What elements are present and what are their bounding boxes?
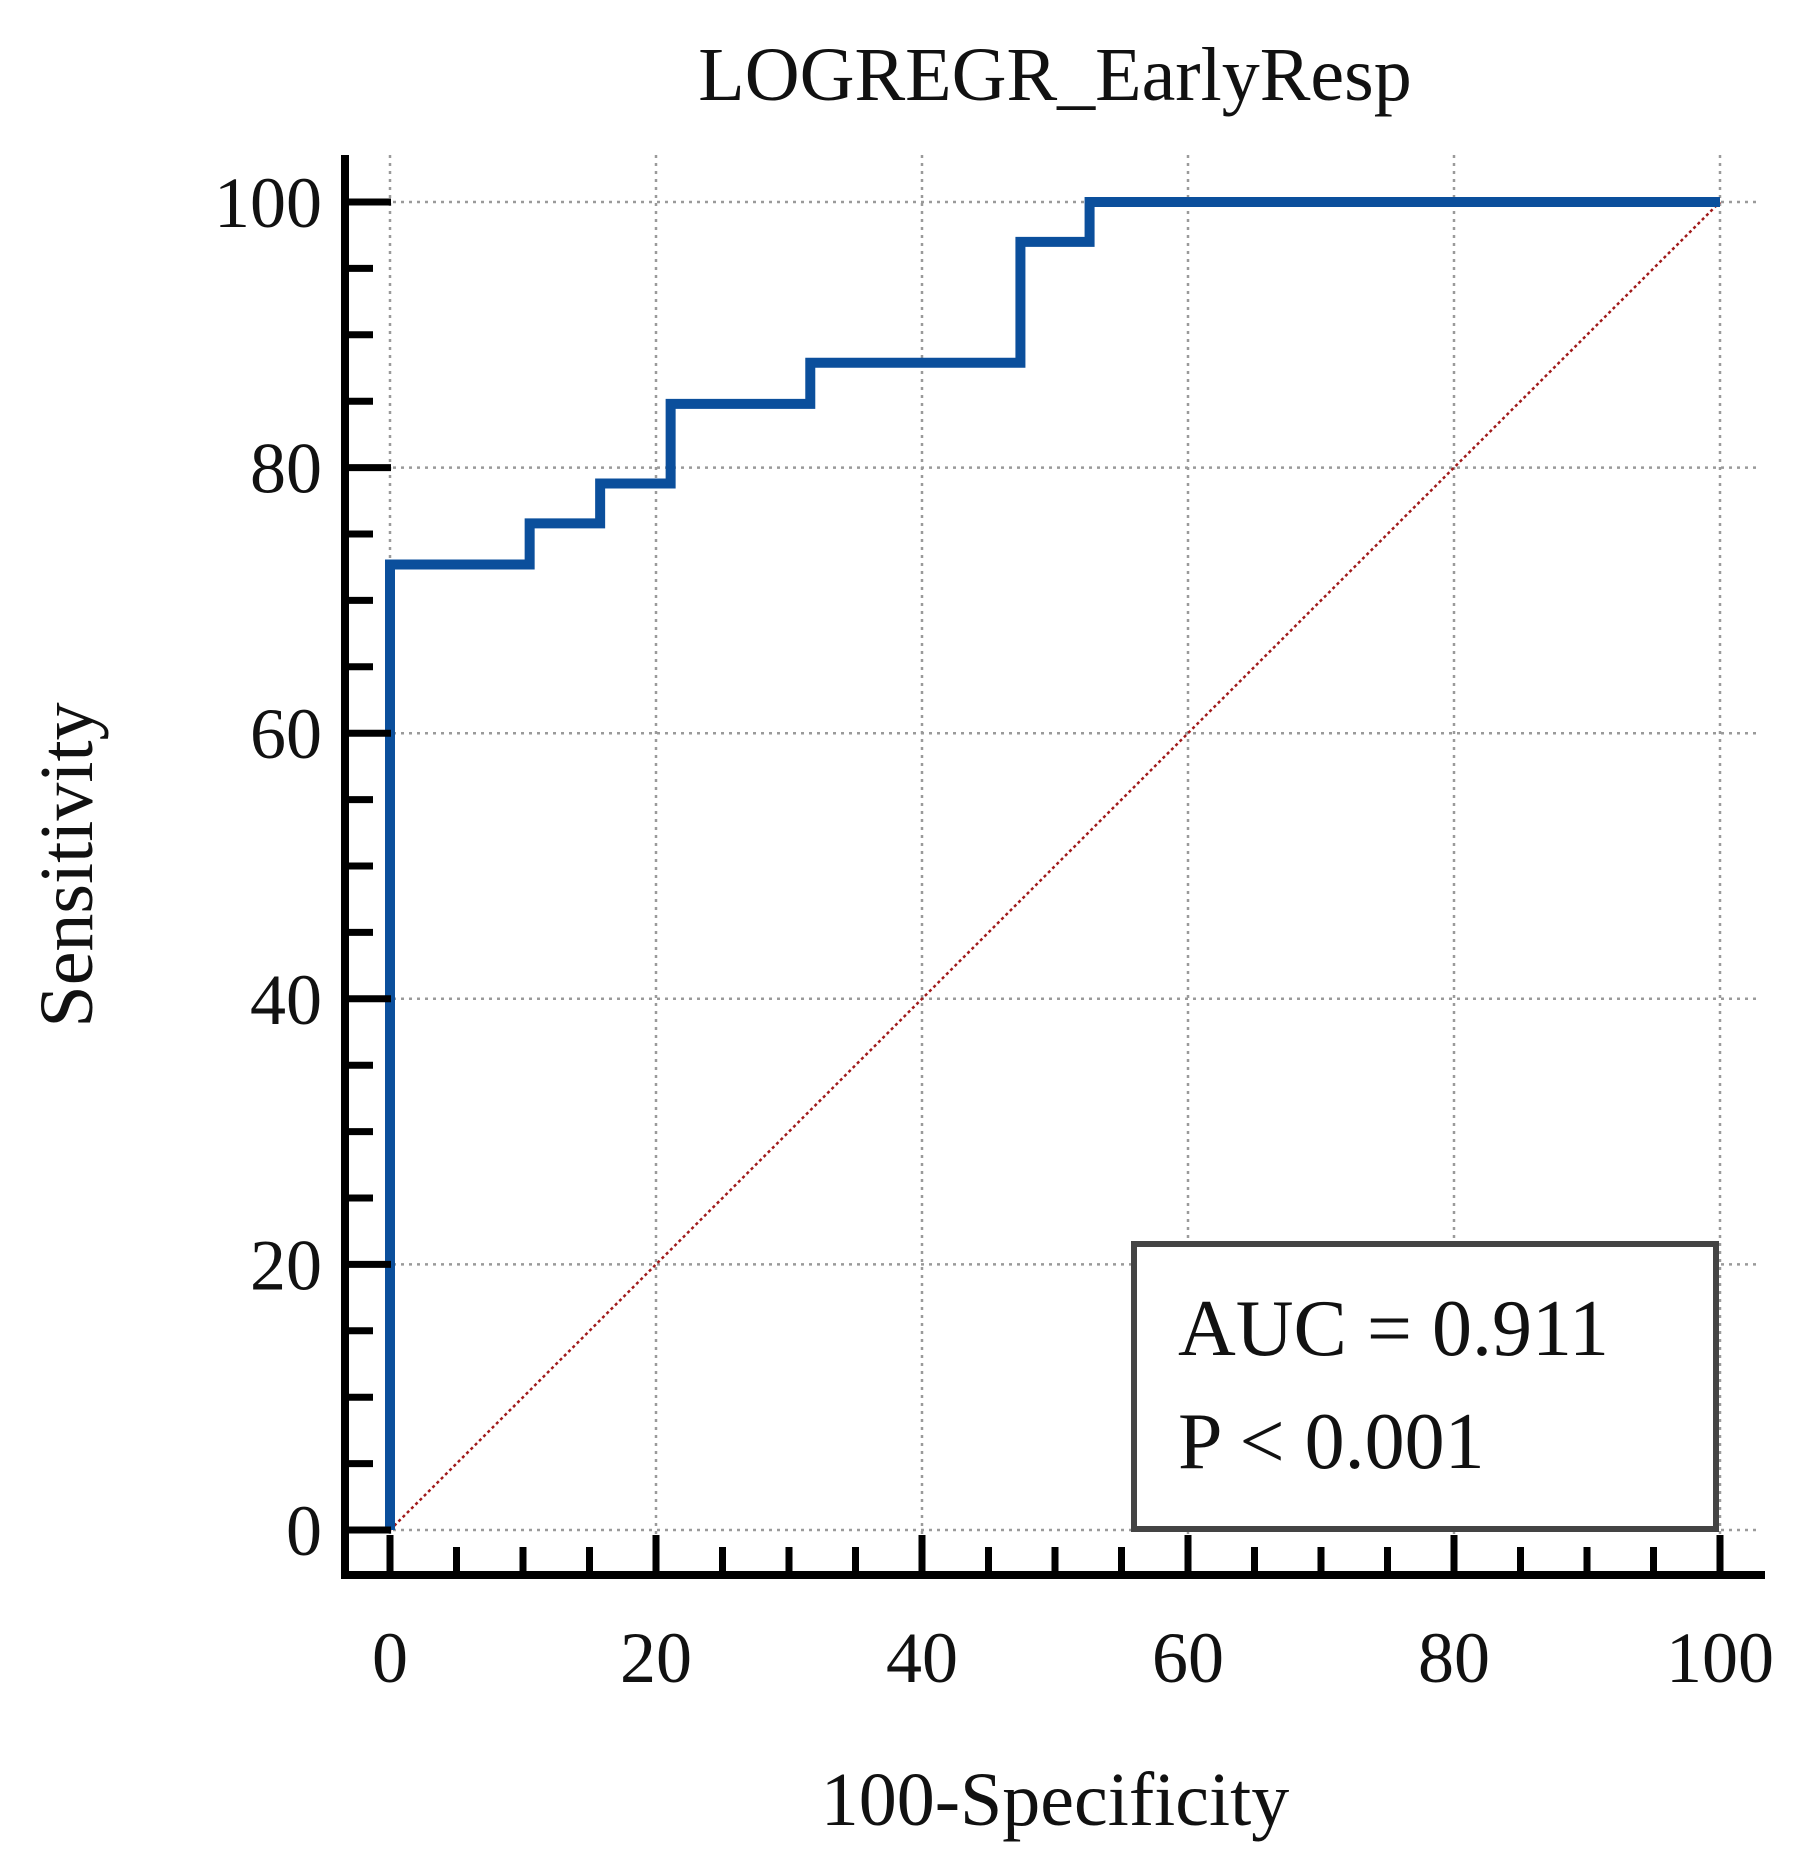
x-tick-label-100: 100 [1666, 1618, 1774, 1698]
x-tick-label-0: 0 [372, 1618, 408, 1698]
x-axis-label: 100-Specificity [821, 1758, 1290, 1842]
axes [341, 155, 1765, 1579]
roc-curve-layer [385, 197, 1720, 1530]
y-tick-labels: 0 20 40 60 80 100 [214, 163, 322, 1571]
x-tick-label-20: 20 [620, 1618, 692, 1698]
y-axis-label: Sensitivity [25, 702, 109, 1027]
x-tick-label-40: 40 [886, 1618, 958, 1698]
chart-title: LOGREGR_EarlyResp [698, 33, 1411, 117]
reference-line-layer [389, 201, 1721, 1531]
y-tick-label-80: 80 [250, 429, 322, 509]
x-tick-label-80: 80 [1418, 1618, 1490, 1698]
auc-text: AUC = 0.911 [1178, 1285, 1609, 1373]
y-tick-label-0: 0 [286, 1491, 322, 1571]
y-tick-label-60: 60 [250, 694, 322, 774]
y-tick-label-40: 40 [250, 960, 322, 1040]
roc-curve-line [385, 197, 1720, 1530]
annotation-frame [1131, 1241, 1719, 1532]
annotation-box: AUC = 0.911 P < 0.001 [1131, 1241, 1719, 1532]
y-tick-label-20: 20 [250, 1225, 322, 1305]
reference-diagonal-line [389, 201, 1721, 1531]
p-value-text: P < 0.001 [1178, 1398, 1485, 1486]
y-tick-label-100: 100 [214, 163, 322, 243]
x-tick-label-60: 60 [1152, 1618, 1224, 1698]
x-tick-labels: 0 20 40 60 80 100 [372, 1618, 1774, 1698]
